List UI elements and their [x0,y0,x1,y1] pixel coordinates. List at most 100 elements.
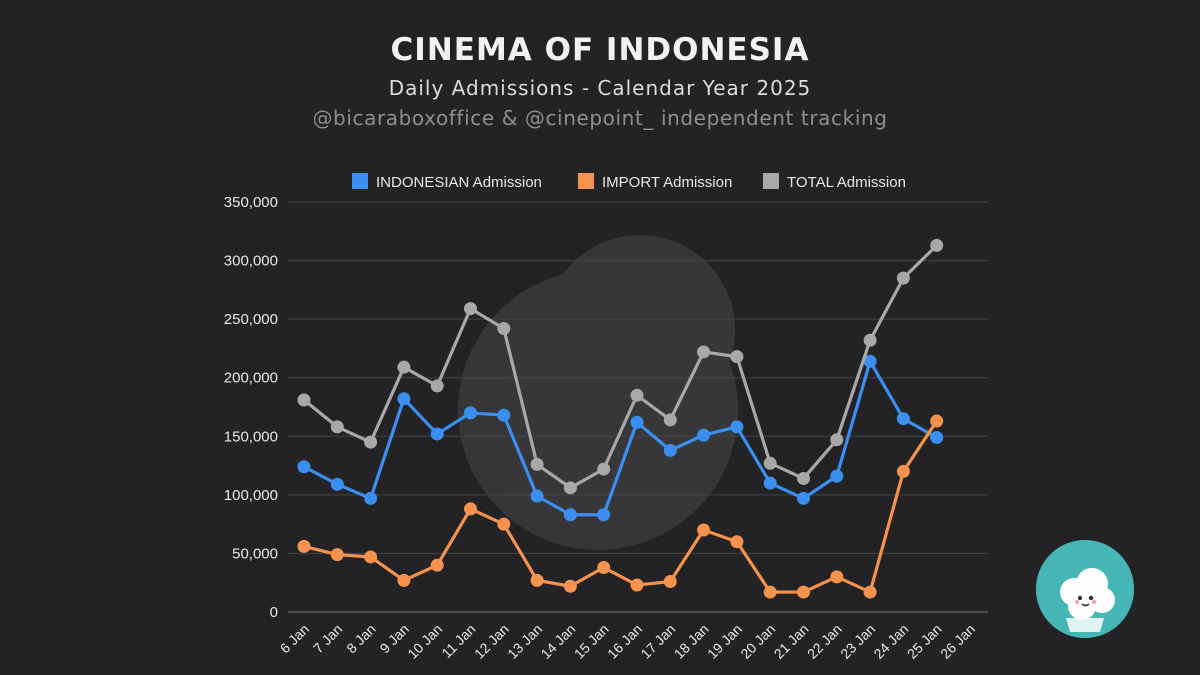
data-point [497,322,511,336]
x-tick-label: 11 Jan [438,621,478,661]
data-point [896,464,910,478]
x-tick-label: 19 Jan [704,621,745,662]
x-tick-label: 24 Jan [870,621,911,662]
data-point [297,393,311,407]
x-tick-label: 14 Jan [537,621,578,662]
data-point [730,350,744,364]
chart-subtitle: Daily Admissions - Calendar Year 2025 [388,76,812,100]
data-point [397,360,411,374]
data-point [297,460,311,474]
data-point [430,558,444,572]
data-point [364,491,378,505]
data-point [597,560,611,574]
x-tick-label: 8 Jan [343,621,379,657]
y-axis: 0 50,000 100,000 150,000 200,000 250,000 300,0… [224,194,278,621]
data-point [364,550,378,564]
data-point [563,481,577,495]
x-tick-label: 21 Jan [771,621,812,662]
data-point [530,489,544,503]
chart-series [297,238,944,599]
data-point [397,392,411,406]
data-point [397,573,411,587]
data-point [430,379,444,393]
data-point [530,573,544,587]
y-tick-label: 50,000 [232,545,278,562]
data-point [297,539,311,553]
data-point [697,523,711,537]
data-point [330,477,344,491]
x-tick-label: 20 Jan [737,621,778,662]
data-point [530,457,544,471]
data-point [863,354,877,368]
data-point [830,469,844,483]
data-point [797,471,810,485]
data-point [896,271,910,285]
y-tick-label: 250,000 [224,311,278,328]
y-tick-label: 100,000 [224,487,278,504]
x-tick-label: 17 Jan [637,621,678,662]
data-point [364,435,378,449]
x-tick-label: 12 Jan [471,621,512,662]
y-tick-label: 300,000 [224,253,278,270]
y-tick-label: 0 [270,604,278,621]
data-point [464,406,477,420]
y-tick-label: 150,000 [224,428,278,445]
y-tick-label: 350,000 [224,194,278,211]
data-point [763,456,777,470]
series-2 [297,238,944,495]
data-point [630,388,644,402]
chart-legend: INDONESIAN Admission IMPORT Admission TOTA… [352,173,906,191]
popcorn-mascot-icon [1036,540,1134,638]
series-line [303,359,938,517]
chart-credit: @bicaraboxoffice & @cinepoint_ independe… [312,106,888,130]
x-tick-label: 15 Jan [571,621,612,662]
data-point [830,433,844,447]
data-point [497,408,511,422]
data-point [497,517,511,531]
legend-label: INDONESIAN Admission [376,174,542,191]
data-point [663,575,677,589]
data-point [730,535,744,549]
data-point [863,333,877,347]
data-point [597,462,611,476]
x-tick-label: 13 Jan [504,621,545,662]
x-tick-label: 16 Jan [604,621,645,662]
data-point [896,412,910,426]
data-point [563,508,577,522]
data-point [464,302,477,316]
legend-swatch [578,173,594,189]
data-point [763,476,777,490]
data-point [597,508,611,522]
legend-label: TOTAL Admission [787,174,906,191]
data-point [797,491,810,505]
data-point [330,548,344,562]
data-point [563,579,577,593]
data-point [630,415,644,429]
data-point [830,570,844,584]
legend-swatch [352,173,368,189]
data-point [797,585,810,599]
legend-label: IMPORT Admission [602,174,732,191]
watermark-icon [458,235,738,550]
chart-grid [288,201,988,613]
series-1 [297,414,944,599]
x-tick-label: 25 Jan [904,621,945,662]
x-tick-label: 22 Jan [804,621,845,662]
chart-title: CINEMA OF INDONESIA [390,32,810,68]
data-point [464,502,477,516]
data-point [930,430,944,444]
data-point [930,414,944,428]
data-point [697,428,711,442]
data-point [663,443,677,457]
x-tick-label: 26 Jan [937,621,978,662]
x-tick-label: 10 Jan [404,621,445,662]
data-point [663,413,677,427]
x-tick-label: 7 Jan [310,621,346,657]
x-tick-label: 6 Jan [277,621,313,657]
data-point [697,345,711,359]
data-point [863,585,877,599]
x-tick-label: 23 Jan [837,621,878,662]
y-tick-label: 200,000 [224,370,278,387]
